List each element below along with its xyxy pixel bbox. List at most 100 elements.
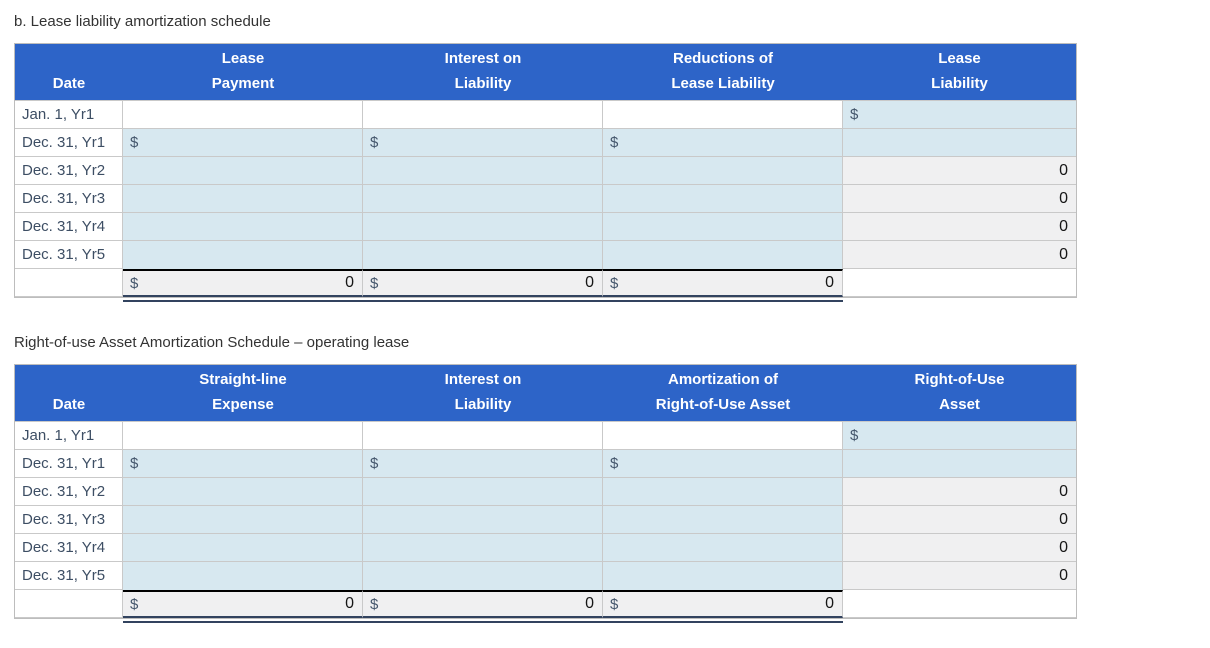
- header-line: Date: [52, 396, 86, 413]
- entry-cell-interest[interactable]: [363, 241, 603, 269]
- total-cell-interest: $0: [363, 590, 603, 618]
- entry-cell-interest[interactable]: [363, 422, 603, 450]
- computed-cell-lease-liability: 0: [843, 213, 1076, 241]
- entry-cell-amortization[interactable]: $: [603, 450, 843, 478]
- entry-cell-interest[interactable]: [363, 534, 603, 562]
- double-underline: [123, 621, 843, 623]
- dollar-prefix: $: [850, 106, 859, 123]
- total-value: 0: [825, 595, 834, 612]
- header-cell-lease-payment: Lease Payment: [123, 44, 363, 101]
- date-cell: Dec. 31, Yr1: [15, 129, 123, 157]
- total-value: 0: [585, 274, 594, 291]
- header-cell-amortization-of-rou-asset: Amortization of Right-of-Use Asset: [603, 365, 843, 422]
- date-cell-blank: [15, 269, 123, 297]
- cell-value: 0: [1059, 217, 1068, 235]
- entry-cell-interest[interactable]: [363, 506, 603, 534]
- cell-value: 0: [1059, 510, 1068, 528]
- entry-cell-interest[interactable]: [363, 185, 603, 213]
- entry-cell-expense[interactable]: [123, 422, 363, 450]
- total-value: 0: [345, 595, 354, 612]
- entry-cell-reductions[interactable]: $: [603, 129, 843, 157]
- entry-cell-lease-payment[interactable]: [123, 213, 363, 241]
- total-value: 0: [825, 274, 834, 291]
- entry-cell-expense[interactable]: [123, 534, 363, 562]
- cell-value: 0: [1059, 538, 1068, 556]
- total-cell-amortization: $0: [603, 590, 843, 618]
- entry-cell-interest[interactable]: [363, 213, 603, 241]
- dollar-prefix: $: [370, 595, 379, 613]
- entry-cell-amortization[interactable]: [603, 478, 843, 506]
- blank-cell: [843, 269, 1076, 297]
- entry-cell-rou-asset[interactable]: $: [843, 422, 1076, 450]
- dollar-prefix: $: [610, 134, 619, 151]
- dollar-prefix: $: [610, 274, 619, 292]
- total-cell-interest: $0: [363, 269, 603, 297]
- rou-asset-table: Date Straight-line Expense Interest on Lia…: [14, 364, 1077, 623]
- entry-cell-lease-payment[interactable]: [123, 157, 363, 185]
- total-value: 0: [345, 274, 354, 291]
- computed-cell-rou-asset: 0: [843, 506, 1076, 534]
- entry-cell-amortization[interactable]: [603, 534, 843, 562]
- computed-cell-lease-liability: 0: [843, 185, 1076, 213]
- header-line: Date: [52, 75, 86, 92]
- dollar-prefix: $: [610, 595, 619, 613]
- cell-value: 0: [1059, 245, 1068, 263]
- cell-value: 0: [1059, 482, 1068, 500]
- total-cell-expense: $0: [123, 590, 363, 618]
- computed-cell-lease-liability: 0: [843, 157, 1076, 185]
- rou-asset-schedule-title: Right-of-use Asset Amortization Schedule…: [14, 334, 410, 351]
- computed-cell-rou-asset: 0: [843, 534, 1076, 562]
- computed-cell-lease-liability: 0: [843, 241, 1076, 269]
- entry-cell-lease-payment[interactable]: [123, 241, 363, 269]
- header-line: Lease: [221, 50, 265, 67]
- entry-cell-reductions[interactable]: [603, 157, 843, 185]
- entry-cell-interest[interactable]: $: [363, 129, 603, 157]
- entry-cell-lease-payment[interactable]: $: [123, 129, 363, 157]
- entry-cell-rou-asset[interactable]: [843, 450, 1076, 478]
- entry-cell-lease-payment[interactable]: [123, 185, 363, 213]
- total-cell-reductions: $0: [603, 269, 843, 297]
- entry-cell-interest[interactable]: [363, 101, 603, 129]
- entry-cell-expense[interactable]: [123, 478, 363, 506]
- lease-liability-table: Date Lease Payment Interest on Liability R…: [14, 43, 1077, 302]
- dollar-prefix: $: [610, 455, 619, 472]
- entry-cell-lease-liability[interactable]: $: [843, 101, 1076, 129]
- entry-cell-expense[interactable]: [123, 506, 363, 534]
- header-line: Lease Liability: [671, 75, 775, 92]
- entry-cell-expense[interactable]: [123, 562, 363, 590]
- header-cell-lease-liability: Lease Liability: [843, 44, 1076, 101]
- dollar-prefix: $: [130, 595, 139, 613]
- entry-cell-lease-liability[interactable]: [843, 129, 1076, 157]
- date-cell: Dec. 31, Yr3: [15, 185, 123, 213]
- cell-value: 0: [1059, 189, 1068, 207]
- entry-cell-interest[interactable]: $: [363, 450, 603, 478]
- date-cell: Dec. 31, Yr3: [15, 506, 123, 534]
- entry-cell-amortization[interactable]: [603, 506, 843, 534]
- entry-cell-reductions[interactable]: [603, 241, 843, 269]
- date-cell: Dec. 31, Yr5: [15, 241, 123, 269]
- entry-cell-reductions[interactable]: [603, 185, 843, 213]
- dollar-prefix: $: [130, 274, 139, 292]
- double-underline: [123, 300, 843, 302]
- entry-cell-reductions[interactable]: [603, 101, 843, 129]
- total-value: 0: [585, 595, 594, 612]
- entry-cell-expense[interactable]: $: [123, 450, 363, 478]
- computed-cell-rou-asset: 0: [843, 562, 1076, 590]
- date-cell: Dec. 31, Yr4: [15, 213, 123, 241]
- header-cell-interest-on-liability: Interest on Liability: [363, 365, 603, 422]
- entry-cell-reductions[interactable]: [603, 213, 843, 241]
- date-cell: Jan. 1, Yr1: [15, 422, 123, 450]
- dollar-prefix: $: [370, 455, 379, 472]
- header-line: Reductions of: [673, 50, 773, 67]
- blank-cell: [843, 590, 1076, 618]
- entry-cell-amortization[interactable]: [603, 422, 843, 450]
- entry-cell-interest[interactable]: [363, 478, 603, 506]
- cell-value: 0: [1059, 161, 1068, 179]
- entry-cell-interest[interactable]: [363, 562, 603, 590]
- entry-cell-interest[interactable]: [363, 157, 603, 185]
- total-cell-lease-payment: $0: [123, 269, 363, 297]
- entry-cell-amortization[interactable]: [603, 562, 843, 590]
- header-line: Expense: [212, 396, 274, 413]
- header-line: Asset: [939, 396, 980, 413]
- entry-cell-lease-payment[interactable]: [123, 101, 363, 129]
